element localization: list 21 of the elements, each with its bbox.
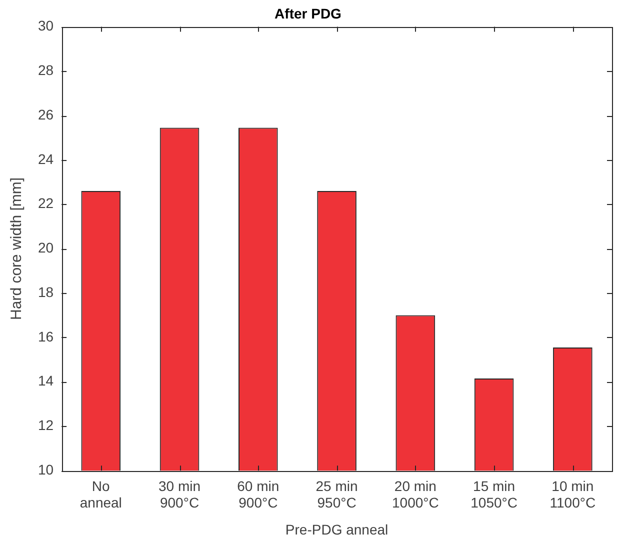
- x-tick-label: 30 min 900°C: [158, 478, 201, 511]
- y-tick-label: 24: [38, 150, 54, 167]
- x-tick-label: 10 min 1100°C: [550, 478, 596, 511]
- y-tick-label: 12: [38, 417, 54, 434]
- x-axis-title: Pre-PDG anneal: [285, 521, 388, 538]
- x-tick-label: No anneal: [80, 478, 122, 511]
- y-tick-label: 22: [38, 195, 54, 212]
- y-tick-label: 16: [38, 328, 54, 344]
- y-tick-label: 28: [38, 62, 54, 78]
- x-tick-label: 15 min 1050°C: [470, 478, 518, 511]
- y-tick-label: 18: [38, 284, 54, 300]
- x-tick-label: 20 min 1000°C: [392, 478, 439, 511]
- y-tick-label: 20: [38, 240, 54, 256]
- y-tick-label: 30: [38, 18, 54, 34]
- x-tick-label: 60 min 900°C: [237, 478, 280, 511]
- y-tick-label: 10: [38, 461, 54, 478]
- y-tick-label: 26: [38, 106, 54, 122]
- x-tick-label: 25 min 950°C: [316, 478, 358, 511]
- y-tick-label: 14: [38, 372, 54, 389]
- chart-title: After PDG: [274, 5, 342, 22]
- y-axis-title: Hard core width [mm]: [8, 177, 26, 320]
